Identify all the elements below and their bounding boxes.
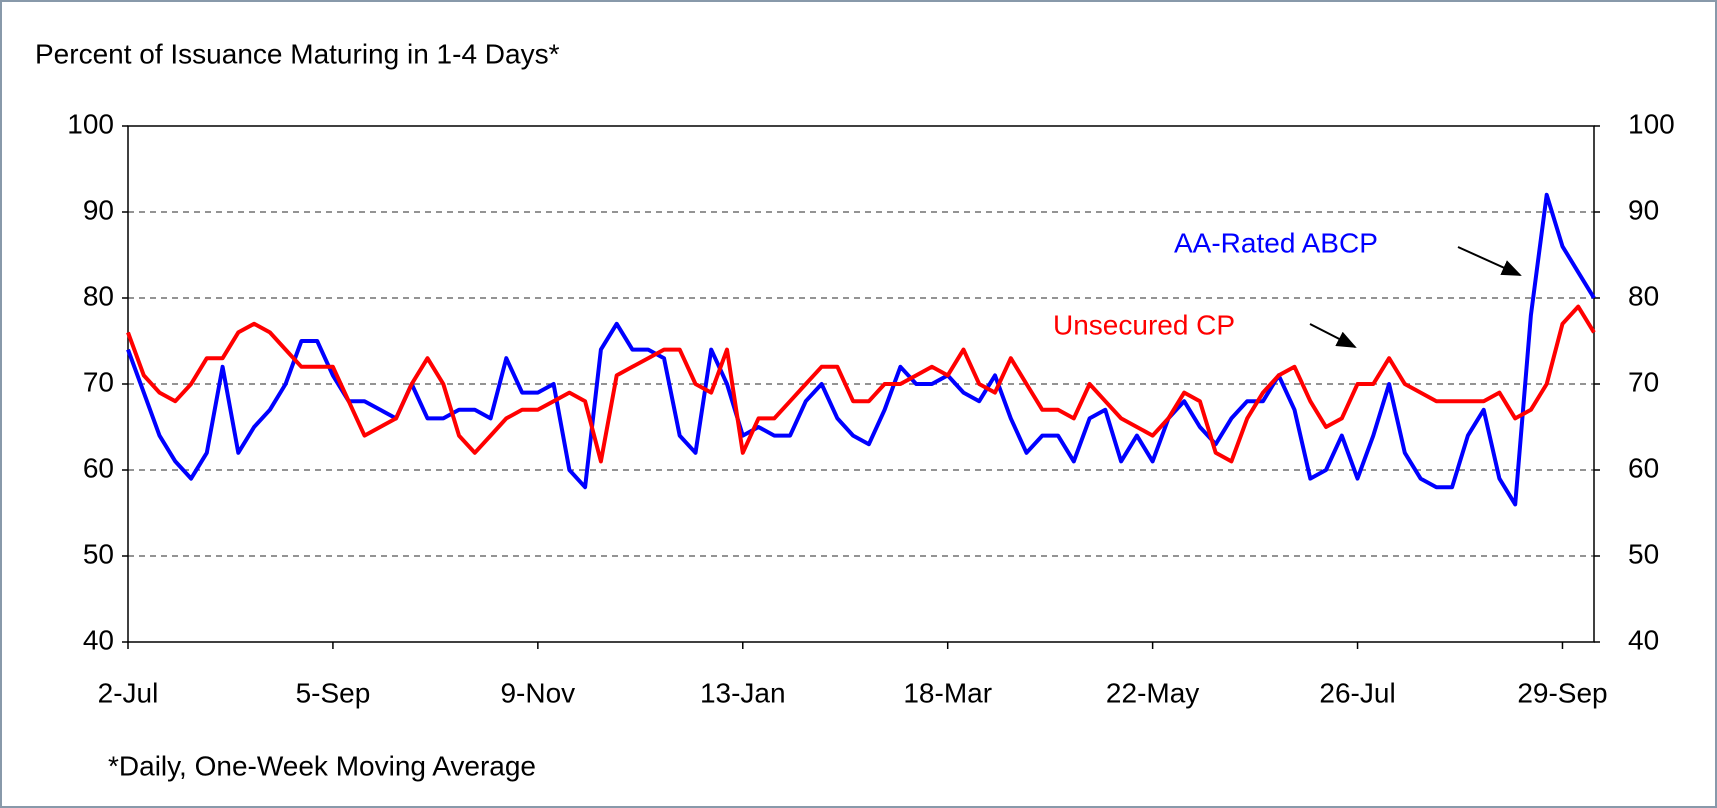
annotation: AA-Rated ABCP (1174, 227, 1378, 258)
annotation: Unsecured CP (1053, 309, 1235, 340)
x-tick-label: 26-Jul (1319, 677, 1395, 708)
chart-title: Percent of Issuance Maturing in 1-4 Days… (35, 38, 560, 69)
arrow (1309, 323, 1357, 348)
y2-tick-label: 40 (1628, 624, 1659, 655)
y-tick-label: 40 (83, 624, 114, 655)
y-tick-label: 90 (83, 194, 114, 225)
y-tick-label: 70 (83, 366, 114, 397)
y-tick-label: 50 (83, 538, 114, 569)
arrow (1457, 246, 1522, 276)
y2-tick-label: 80 (1628, 280, 1659, 311)
footnote: *Daily, One-Week Moving Average (108, 750, 536, 781)
y2-tick-label: 50 (1628, 538, 1659, 569)
series-line (126, 304, 1596, 464)
x-tick-label: 13-Jan (700, 677, 786, 708)
x-tick-label: 5-Sep (296, 677, 371, 708)
plot-frame (127, 125, 1595, 643)
x-tick-label: 2-Jul (98, 677, 159, 708)
x-tick-label: 9-Nov (500, 677, 575, 708)
x-tick-label: 29-Sep (1517, 677, 1607, 708)
series-line (126, 192, 1596, 507)
x-tick-label: 18-Mar (903, 677, 992, 708)
y-tick-label: 100 (67, 108, 114, 139)
y2-tick-label: 70 (1628, 366, 1659, 397)
y2-tick-label: 60 (1628, 452, 1659, 483)
x-tick-label: 22-May (1106, 677, 1199, 708)
y2-tick-label: 90 (1628, 194, 1659, 225)
y2-tick-label: 100 (1628, 108, 1675, 139)
y-tick-label: 80 (83, 280, 114, 311)
y-tick-label: 60 (83, 452, 114, 483)
